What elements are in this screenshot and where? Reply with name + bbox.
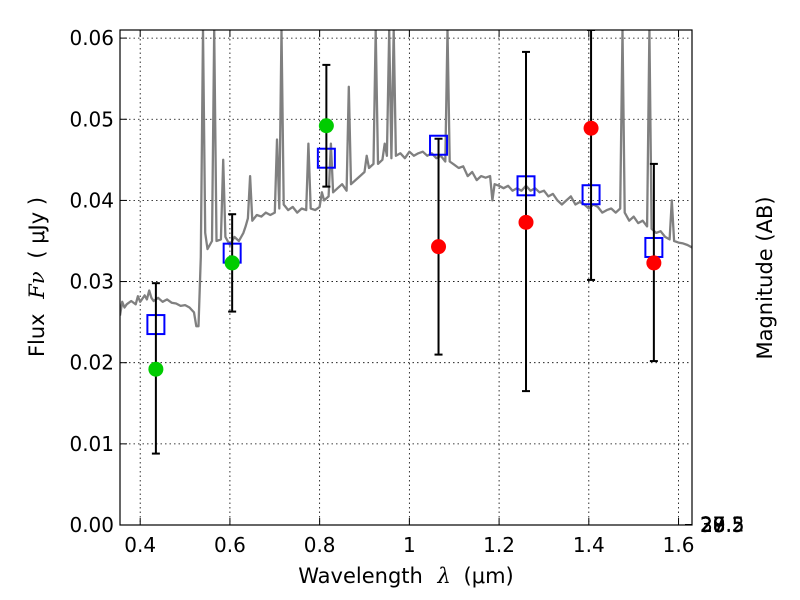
axis-ticks: 0.4 0.6 0.8 1 1.2 1.4 1.6 0.00 0.01 0.02 0.03 0.04 0… <box>69 26 744 557</box>
y-axis-label: Flux Fν ( μJy ) <box>25 197 49 357</box>
x-axis-label: Wavelength λ (μm) <box>298 564 513 588</box>
y-tick-label: 0.02 <box>69 351 114 375</box>
x-axis-label-symbol: λ <box>437 564 451 588</box>
x-tick-label: 1.4 <box>573 533 605 557</box>
x-tick-label: 0.4 <box>124 533 156 557</box>
nondetection-point <box>583 120 599 136</box>
plot-area <box>120 30 692 455</box>
x-tick-label: 1.2 <box>483 533 515 557</box>
y-tick-label: 0.04 <box>69 188 114 212</box>
y2-tick-label: 27.2 <box>700 513 745 537</box>
y-axis-label-symbol: Fν <box>25 271 49 300</box>
y-axis-label-units: ( μJy ) <box>25 197 49 259</box>
nondetection-point <box>646 255 662 271</box>
y2-tick-label: 29 <box>700 513 725 537</box>
x-tick-label: 0.6 <box>214 533 246 557</box>
y2-tick-label: 27.5 <box>700 513 745 537</box>
y-axis-label-prefix: Flux <box>25 313 49 357</box>
nondetection-point <box>518 214 534 230</box>
y2-tick-label: 30 <box>700 513 725 537</box>
y-tick-label: 0.06 <box>69 26 114 50</box>
y-tick-label: 0.00 <box>69 513 114 537</box>
x-tick-label: 1 <box>403 533 416 557</box>
y2-tick-label: 28.5 <box>700 513 745 537</box>
y-tick-label: 0.01 <box>69 432 114 456</box>
x-axis-label-units: (μm) <box>464 564 514 588</box>
y-tick-label: 0.03 <box>69 270 114 294</box>
detection-point <box>148 361 164 377</box>
plot-frame <box>119 29 693 526</box>
nondetection-point <box>431 239 447 255</box>
y-tick-label: 0.05 <box>69 107 114 131</box>
x-axis-label-prefix: Wavelength <box>298 564 423 588</box>
y2-tick-label: 27 <box>700 513 725 537</box>
detection-point <box>224 255 240 271</box>
x-tick-label: 1.6 <box>663 533 695 557</box>
y2-axis-label: Magnitude (AB) <box>753 196 777 359</box>
x-tick-label: 0.8 <box>304 533 336 557</box>
spectrum-line <box>120 30 692 328</box>
detection-point <box>318 118 334 134</box>
y2-tick-label: 28 <box>700 513 725 537</box>
